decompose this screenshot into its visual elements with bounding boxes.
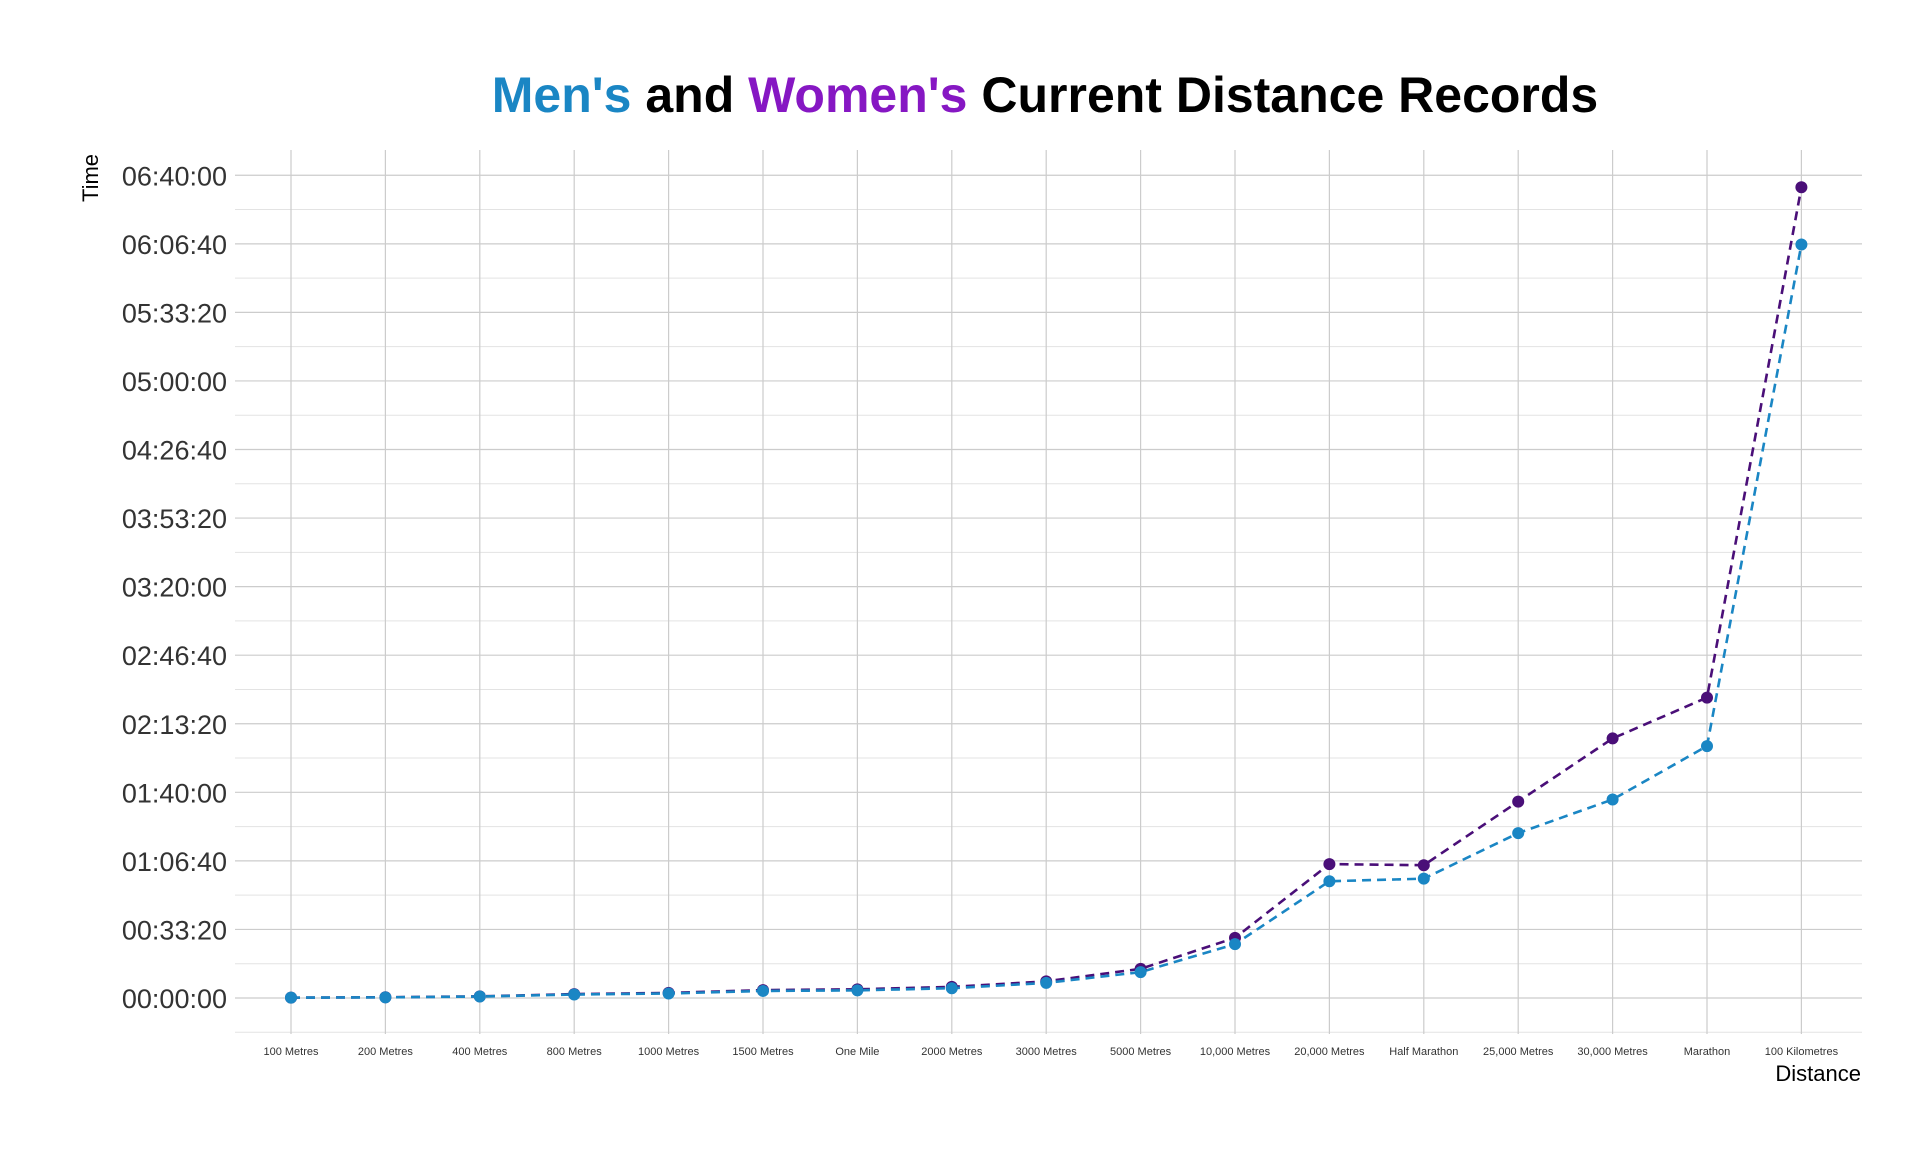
data-point-men	[757, 984, 769, 997]
title-and: and	[631, 67, 749, 123]
data-point-men	[473, 990, 486, 1003]
data-point-men	[662, 987, 675, 1000]
title-women: Women's	[748, 67, 968, 123]
x-tick-label: 2000 Metres	[921, 1046, 983, 1058]
y-tick-label: 02:13:20	[122, 710, 227, 740]
x-tick-label: 200 Metres	[358, 1046, 414, 1058]
x-tick-label: 1000 Metres	[638, 1046, 700, 1058]
x-tick-label: 400 Metres	[452, 1046, 508, 1058]
data-point-men	[945, 982, 958, 995]
x-tick-label: Half Marathon	[1389, 1046, 1458, 1058]
series-points	[285, 181, 1808, 1004]
x-axis-ticks: 100 Metres 200 Metres 400 Metres 800 Metres…	[263, 1046, 1838, 1058]
data-point-women	[1323, 858, 1336, 871]
data-point-women	[1795, 181, 1808, 194]
y-tick-label: 05:00:00	[122, 367, 227, 397]
data-point-men	[1417, 872, 1430, 885]
y-tick-label: 06:06:40	[122, 230, 227, 260]
x-tick-label: 800 Metres	[547, 1046, 603, 1058]
data-point-men	[851, 984, 864, 997]
y-tick-label: 02:46:40	[122, 641, 227, 671]
x-tick-label: 20,000 Metres	[1294, 1046, 1365, 1058]
x-tick-label: 3000 Metres	[1016, 1046, 1078, 1058]
x-tick-label: 30,000 Metres	[1577, 1046, 1648, 1058]
title-rest: Current Distance Records	[967, 67, 1599, 123]
x-tick-label: One Mile	[835, 1046, 879, 1058]
x-tick-label: 1500 Metres	[732, 1046, 794, 1058]
data-point-men	[379, 991, 392, 1004]
data-point-men	[1134, 966, 1147, 979]
data-point-men	[1040, 976, 1053, 989]
data-point-women	[1512, 795, 1525, 808]
x-tick-label: 5000 Metres	[1110, 1046, 1172, 1058]
y-tick-label: 04:26:40	[122, 436, 227, 466]
data-point-men	[1512, 827, 1525, 840]
y-tick-label: 06:40:00	[122, 161, 227, 191]
data-point-women	[1701, 691, 1713, 704]
y-tick-label: 05:33:20	[122, 298, 227, 328]
data-point-men	[1323, 875, 1336, 888]
minor-gridlines	[235, 209, 1862, 1033]
y-tick-label: 00:33:20	[122, 915, 227, 945]
x-tick-label: 10,000 Metres	[1200, 1046, 1271, 1058]
x-axis-label: Distance	[1775, 1061, 1861, 1086]
chart-title: Men's and Women's Current Distance Recor…	[0, 66, 1920, 124]
data-point-men	[1606, 793, 1619, 806]
data-point-men	[285, 991, 297, 1004]
data-point-women	[1417, 859, 1430, 872]
y-tick-label: 01:06:40	[122, 847, 227, 877]
y-tick-label: 01:40:00	[122, 778, 227, 808]
title-men: Men's	[491, 67, 632, 123]
data-point-men	[568, 988, 581, 1001]
y-tick-label: 00:00:00	[122, 984, 227, 1014]
data-point-men	[1795, 238, 1808, 251]
x-tick-label: 100 Kilometres	[1765, 1046, 1839, 1058]
x-tick-label: Marathon	[1684, 1046, 1730, 1058]
x-tick-label: 25,000 Metres	[1483, 1046, 1554, 1058]
data-point-men	[1701, 740, 1713, 753]
data-point-men	[1229, 938, 1241, 951]
y-axis-ticks: 00:00:00 00:33:20 01:06:40 01:40:00 02:13:20…	[122, 161, 227, 1014]
x-tick-label: 100 Metres	[263, 1046, 319, 1058]
major-gridlines	[235, 150, 1862, 1034]
data-point-women	[1606, 732, 1619, 745]
y-axis-label: Time	[78, 154, 103, 202]
y-tick-label: 03:53:20	[122, 504, 227, 534]
y-tick-label: 03:20:00	[122, 573, 227, 603]
